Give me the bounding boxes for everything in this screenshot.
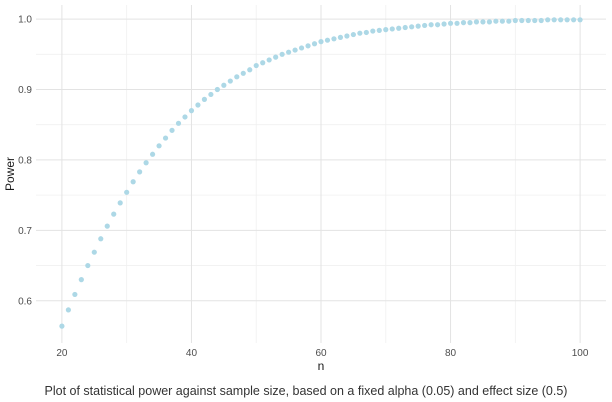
data-point — [564, 17, 570, 23]
x-tick-label: 80 — [445, 348, 457, 359]
data-point — [65, 307, 71, 313]
data-point — [78, 277, 84, 283]
y-axis-ticks: 0.6 0.7 0.8 0.9 1.0 — [18, 15, 32, 308]
data-point — [195, 102, 201, 108]
data-point — [551, 17, 557, 23]
data-point — [460, 20, 467, 26]
data-point — [85, 262, 91, 269]
data-point — [571, 17, 577, 23]
data-point — [525, 17, 531, 24]
data-point — [266, 57, 272, 63]
x-tick-label: 40 — [186, 348, 198, 359]
data-point — [389, 26, 395, 32]
data-point — [454, 20, 460, 26]
x-tick-label: 60 — [315, 348, 327, 359]
data-point — [434, 22, 441, 28]
data-point — [383, 27, 389, 33]
y-tick-label: 0.6 — [18, 296, 32, 307]
data-point — [156, 143, 162, 149]
y-tick-label: 0.9 — [18, 85, 32, 96]
data-point — [124, 189, 130, 195]
data-point — [370, 28, 376, 34]
data-point — [447, 20, 454, 26]
data-point — [441, 21, 447, 27]
data-point — [221, 82, 227, 88]
data-point — [428, 22, 434, 28]
data-point — [350, 31, 356, 38]
data-point — [473, 19, 480, 25]
data-point — [111, 211, 117, 217]
figure-caption: Plot of statistical power against sample… — [44, 384, 568, 398]
data-point — [512, 17, 518, 24]
data-point — [234, 74, 240, 80]
data-point — [577, 17, 583, 23]
data-point — [305, 43, 311, 49]
x-tick-label: 20 — [56, 348, 68, 359]
data-point — [59, 323, 65, 329]
data-point — [486, 19, 493, 25]
data-point — [402, 24, 408, 31]
data-point — [143, 160, 149, 166]
data-point — [298, 45, 305, 51]
data-point — [324, 37, 331, 43]
data-point — [286, 49, 292, 55]
data-point — [337, 34, 344, 40]
data-point — [253, 62, 259, 69]
data-point — [98, 236, 104, 242]
y-axis-title: Power — [3, 157, 17, 191]
data-point — [188, 108, 195, 114]
data-point — [376, 27, 382, 33]
data-point — [72, 291, 78, 298]
data-point — [260, 60, 266, 66]
data-point — [545, 17, 551, 23]
data-point — [422, 22, 428, 29]
data-point — [292, 47, 298, 53]
data-point — [130, 179, 136, 185]
data-point — [137, 169, 143, 175]
x-tick-label: 100 — [572, 348, 589, 359]
data-point — [519, 17, 525, 24]
data-point — [182, 114, 188, 120]
data-point — [169, 127, 175, 133]
data-point — [149, 151, 156, 157]
y-tick-label: 0.7 — [18, 226, 32, 237]
data-point — [318, 39, 324, 45]
data-point — [532, 17, 538, 24]
data-points — [59, 17, 583, 329]
y-tick-label: 1.0 — [18, 15, 32, 26]
data-point — [538, 17, 544, 24]
data-point — [409, 24, 415, 30]
grid-lines — [36, 5, 606, 343]
data-point — [117, 200, 123, 206]
data-point — [363, 29, 369, 36]
data-point — [480, 19, 486, 25]
data-point — [467, 20, 473, 26]
data-point — [279, 51, 285, 57]
data-point — [357, 30, 363, 36]
data-point — [104, 223, 110, 229]
data-point — [162, 135, 169, 141]
data-point — [208, 91, 214, 98]
data-point — [493, 18, 499, 24]
data-point — [273, 54, 279, 60]
data-point — [396, 25, 402, 31]
data-point — [240, 70, 246, 76]
data-point — [415, 23, 421, 29]
data-point — [201, 96, 208, 102]
data-point — [175, 120, 182, 126]
data-point — [311, 41, 318, 47]
data-point — [506, 18, 512, 24]
y-tick-label: 0.8 — [18, 155, 32, 166]
data-point — [214, 86, 220, 93]
data-point — [499, 18, 505, 24]
data-point — [344, 33, 350, 39]
x-axis-title: n — [318, 359, 325, 373]
data-point — [247, 67, 253, 73]
data-point — [91, 249, 97, 255]
data-point — [227, 78, 233, 84]
x-axis-ticks: 20 40 60 80 100 — [56, 348, 589, 359]
data-point — [558, 17, 564, 23]
data-point — [331, 36, 337, 42]
